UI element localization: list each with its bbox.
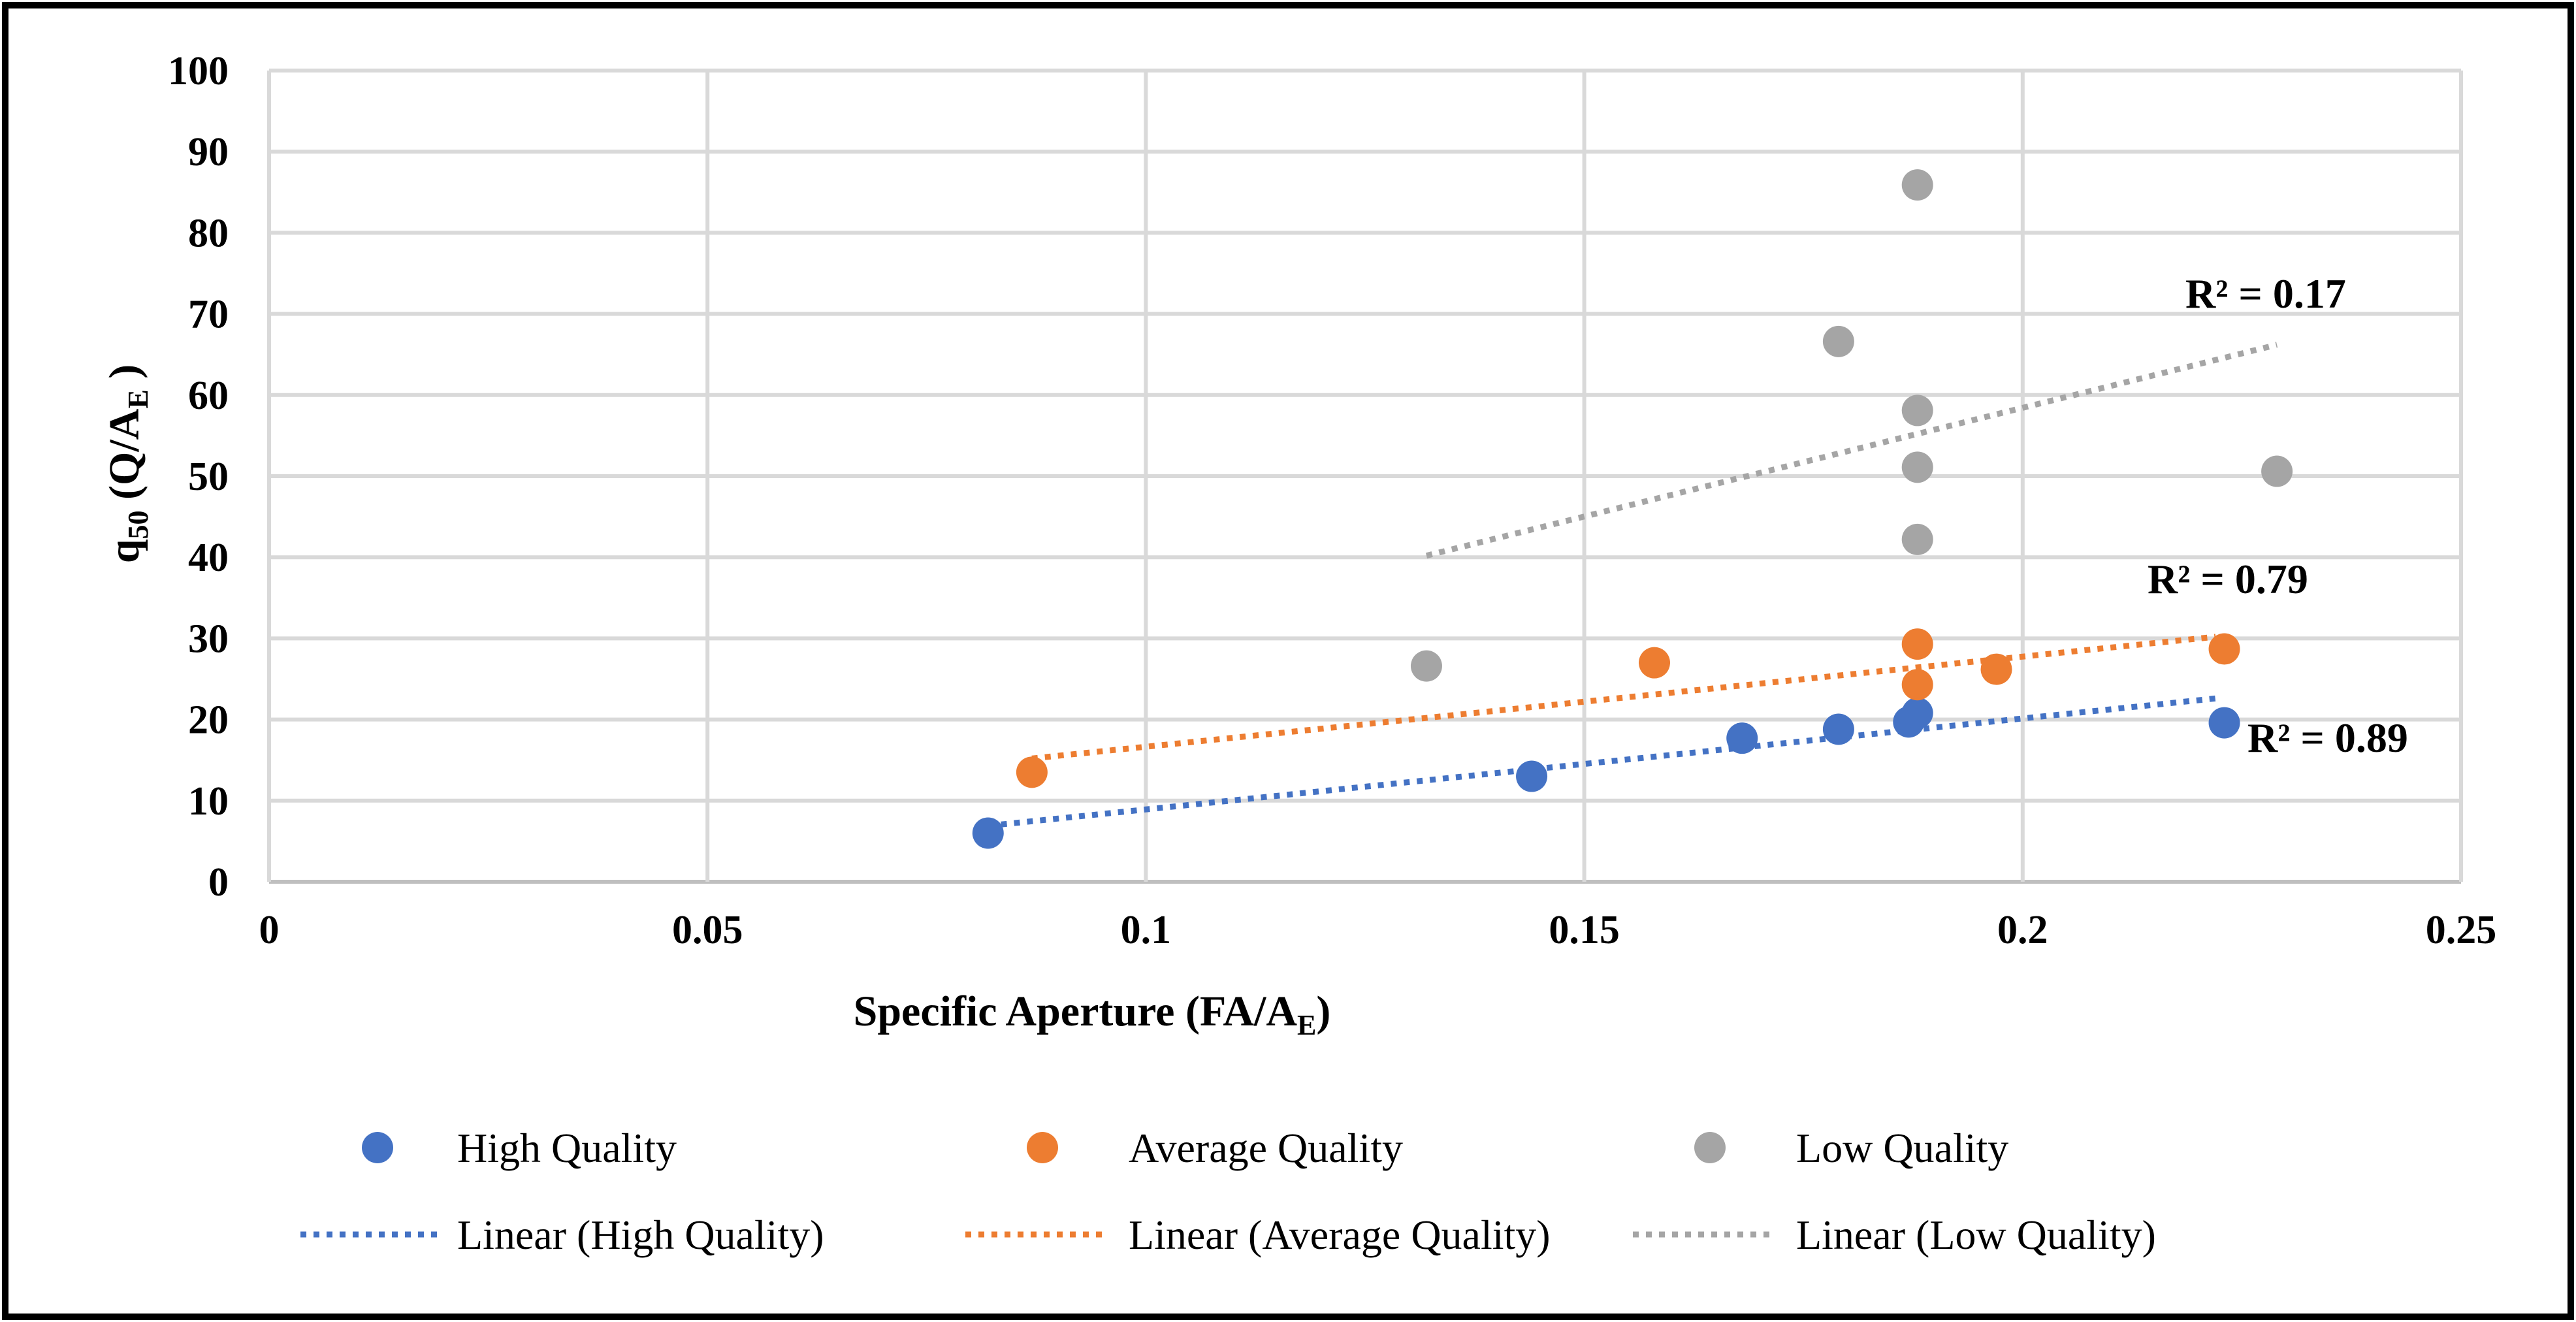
legend-label: Low Quality — [1796, 1125, 2008, 1171]
x-tick-label: 0 — [259, 908, 280, 952]
y-tick-label: 50 — [188, 455, 229, 499]
data-point-layer — [972, 169, 2293, 849]
y-tick-label: 0 — [208, 860, 229, 905]
data-point — [2208, 707, 2240, 739]
y-tick-label: 30 — [188, 617, 229, 661]
y-tick-label: 20 — [188, 698, 229, 743]
legend-marker — [1694, 1132, 1726, 1163]
x-tick-label: 0.1 — [1121, 908, 1172, 952]
x-tick-label: 0.05 — [672, 908, 743, 952]
r2-label: R² = 0.17 — [2185, 270, 2346, 317]
data-point — [1016, 756, 1048, 788]
y-tick-label: 70 — [188, 293, 229, 337]
data-point — [1822, 713, 1854, 745]
y-axis-title: q50 (Q/AE ) — [101, 364, 154, 563]
y-tick-label: 60 — [188, 374, 229, 418]
trendline — [1031, 634, 2216, 762]
y-tick-label: 100 — [168, 49, 229, 93]
legend-trend-label: Linear (Low Quality) — [1796, 1212, 2156, 1258]
y-tick-label: 10 — [188, 779, 229, 824]
legend-marker — [1027, 1132, 1058, 1163]
tick-label-layer: 0 10 20 30 40 50 60 70 80 90 100 0 0.05 0.1 0.15 0.2 0.2… — [168, 49, 2496, 952]
y-tick-label: 40 — [188, 536, 229, 580]
data-point — [1901, 169, 1933, 201]
data-point — [1516, 760, 1548, 792]
data-point — [972, 817, 1004, 849]
trendline — [1425, 342, 2278, 559]
data-point — [2261, 455, 2293, 487]
legend-label: Average Quality — [1129, 1125, 1403, 1171]
data-point — [2208, 633, 2240, 665]
data-point — [1822, 325, 1854, 357]
r2-label-layer: R² = 0.89 R² = 0.79 R² = 0.17 — [2148, 270, 2408, 761]
trendline — [988, 695, 2216, 829]
legend-trend-label: Linear (Average Quality) — [1129, 1212, 1551, 1258]
r2-label: R² = 0.89 — [2247, 715, 2408, 761]
legend-trend-label: Linear (High Quality) — [457, 1212, 824, 1258]
data-point — [1410, 650, 1442, 682]
y-tick-label: 80 — [188, 211, 229, 255]
data-point — [1901, 628, 1933, 660]
r2-label: R² = 0.79 — [2148, 556, 2308, 602]
legend-label: High Quality — [457, 1125, 677, 1171]
data-point — [1901, 523, 1933, 555]
x-tick-label: 0.15 — [1549, 908, 1620, 952]
trendline-layer — [988, 342, 2278, 829]
legend: High Quality Linear (High Quality) Average… — [300, 1125, 2156, 1258]
data-point — [1980, 653, 2012, 685]
y-tick-label: 90 — [188, 130, 229, 174]
legend-marker — [362, 1132, 393, 1163]
x-axis-title: Specific Aperture (FA/AE) — [854, 988, 1331, 1041]
data-point — [1901, 697, 1933, 729]
x-tick-label: 0.2 — [1997, 908, 2048, 952]
data-point — [1901, 451, 1933, 483]
data-point — [1901, 395, 1933, 427]
data-point — [1638, 647, 1670, 679]
data-point — [1726, 722, 1758, 754]
data-point — [1901, 669, 1933, 701]
x-tick-label: 0.25 — [2426, 908, 2497, 952]
grid-layer — [267, 69, 2463, 884]
